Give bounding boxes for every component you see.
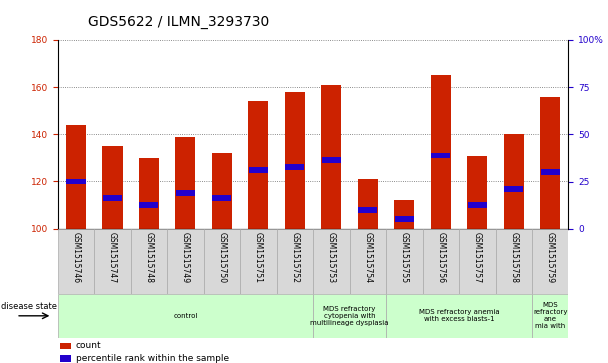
Text: GSM1515747: GSM1515747 — [108, 232, 117, 283]
Bar — [321, 85, 341, 229]
Bar — [468, 202, 487, 208]
Bar — [313, 294, 386, 338]
Bar — [204, 229, 240, 294]
Bar — [503, 134, 524, 229]
Bar — [248, 101, 268, 229]
Text: GSM1515753: GSM1515753 — [327, 232, 336, 283]
Bar — [58, 294, 313, 338]
Bar — [66, 179, 86, 184]
Bar — [430, 75, 451, 229]
Bar — [496, 229, 532, 294]
Text: GSM1515755: GSM1515755 — [400, 232, 409, 283]
Bar — [285, 92, 305, 229]
Bar — [167, 229, 204, 294]
Text: GSM1515758: GSM1515758 — [510, 232, 518, 283]
Bar — [358, 179, 378, 229]
Bar — [131, 229, 167, 294]
Bar — [386, 294, 532, 338]
Bar — [249, 167, 268, 173]
Text: GSM1515749: GSM1515749 — [181, 232, 190, 283]
Bar — [350, 229, 386, 294]
Text: percentile rank within the sample: percentile rank within the sample — [75, 354, 229, 363]
Text: GSM1515746: GSM1515746 — [72, 232, 80, 283]
Bar — [541, 169, 560, 175]
Bar — [459, 229, 496, 294]
Bar — [103, 195, 122, 201]
Text: GDS5622 / ILMN_3293730: GDS5622 / ILMN_3293730 — [88, 15, 269, 29]
Bar — [394, 200, 414, 229]
Bar — [60, 343, 71, 349]
Bar — [540, 97, 561, 229]
Bar — [102, 146, 122, 229]
Text: MDS refractory
cytopenia with
multilineage dysplasia: MDS refractory cytopenia with multilinea… — [310, 306, 389, 326]
Bar — [386, 229, 423, 294]
Bar — [212, 195, 232, 201]
Bar — [139, 202, 159, 208]
Bar — [358, 207, 378, 213]
Text: MDS refractory anemia
with excess blasts-1: MDS refractory anemia with excess blasts… — [419, 309, 499, 322]
Text: GSM1515754: GSM1515754 — [364, 232, 372, 283]
Bar — [212, 153, 232, 229]
Bar — [175, 136, 195, 229]
Bar — [313, 229, 350, 294]
Text: GSM1515748: GSM1515748 — [145, 232, 153, 283]
Bar — [66, 125, 86, 229]
Bar — [532, 229, 568, 294]
Text: GSM1515756: GSM1515756 — [437, 232, 445, 283]
Bar — [139, 158, 159, 229]
Bar — [504, 185, 523, 192]
Text: GSM1515759: GSM1515759 — [546, 232, 554, 283]
Bar — [58, 229, 94, 294]
Text: GSM1515751: GSM1515751 — [254, 232, 263, 283]
Text: count: count — [75, 342, 102, 350]
Text: MDS
refractory
ane
mia with: MDS refractory ane mia with — [533, 302, 567, 329]
Bar — [285, 164, 305, 170]
Text: disease state: disease state — [1, 302, 57, 311]
Bar — [532, 294, 568, 338]
Bar — [277, 229, 313, 294]
Text: GSM1515752: GSM1515752 — [291, 232, 299, 283]
Bar — [322, 157, 341, 163]
Bar — [176, 190, 195, 196]
Text: GSM1515750: GSM1515750 — [218, 232, 226, 283]
Bar — [94, 229, 131, 294]
Bar — [423, 229, 459, 294]
Text: GSM1515757: GSM1515757 — [473, 232, 482, 283]
Bar — [60, 355, 71, 362]
Bar — [395, 216, 414, 222]
Bar — [431, 152, 451, 159]
Bar — [240, 229, 277, 294]
Text: control: control — [173, 313, 198, 319]
Bar — [467, 155, 487, 229]
